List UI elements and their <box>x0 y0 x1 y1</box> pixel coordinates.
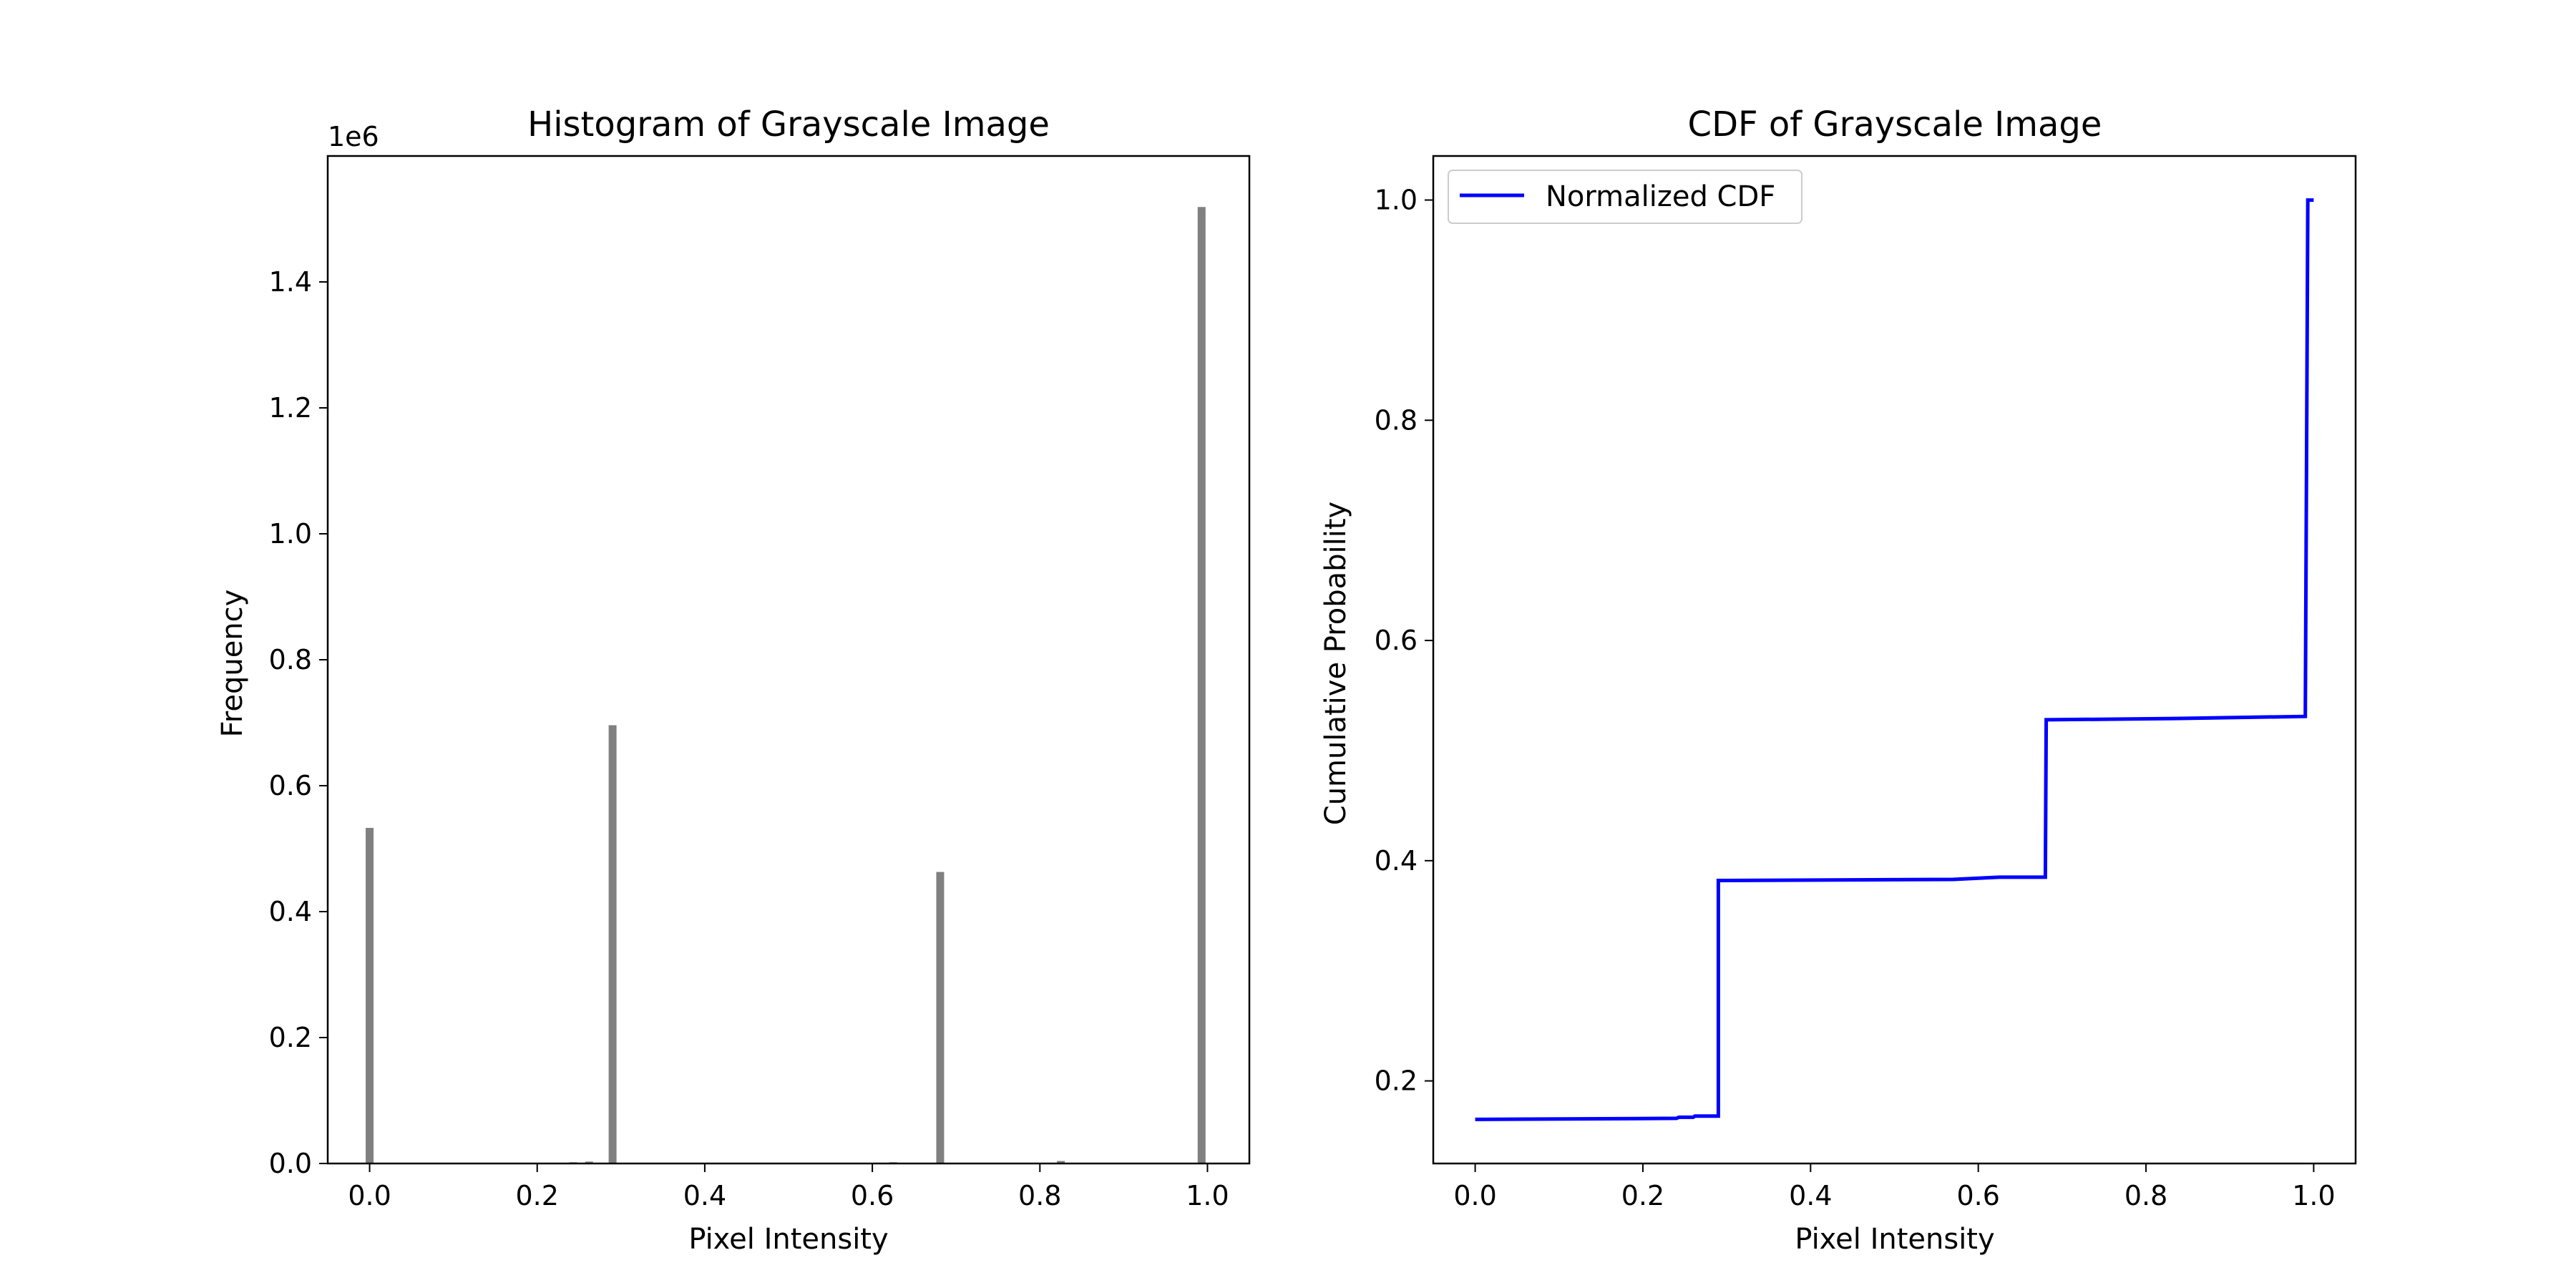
histogram-x-tick-label: 0.6 <box>851 1180 894 1211</box>
cdf-panel: CDF of Grayscale Image Pixel Intensity C… <box>1319 104 2357 1256</box>
cdf-y-tick-label: 0.4 <box>1375 845 1418 877</box>
histogram-y-tick-label: 0.8 <box>269 644 312 675</box>
cdf-x-tick-label: 0.8 <box>2124 1180 2167 1211</box>
cdf-x-tick-label: 0.4 <box>1789 1180 1832 1211</box>
cdf-x-axis-label: Pixel Intensity <box>1795 1223 1994 1256</box>
cdf-series-line <box>1475 198 2314 1121</box>
cdf-x-tick-label: 0.0 <box>1453 1180 1496 1211</box>
cdf-x-tick-label: 0.6 <box>1956 1180 1999 1211</box>
histogram-y-tick-label: 1.4 <box>269 266 312 298</box>
histogram-axes-frame <box>326 155 1251 1165</box>
cdf-plot-area: 0.0 0.2 0.4 0.6 0.8 1.0 0.2 0.4 0.6 0.8 1.0 <box>1375 155 2357 1211</box>
histogram-y-axis-label: Frequency <box>216 590 249 738</box>
histogram-bar <box>1057 1161 1065 1163</box>
histogram-x-tick-label: 0.4 <box>683 1180 726 1211</box>
cdf-x-tick-label: 0.2 <box>1621 1180 1664 1211</box>
cdf-legend-label: Normalized CDF <box>1546 180 1775 213</box>
histogram-x-axis-label: Pixel Intensity <box>688 1223 888 1256</box>
cdf-legend-box <box>1448 170 1802 224</box>
histogram-plot-area: 0.0 0.2 0.4 0.6 0.8 1.0 0.0 0.2 0.4 0.6 0.8 1.0 1.2 1… <box>269 155 1251 1211</box>
histogram-panel: Histogram of Grayscale Image 1e6 Pixel I… <box>216 104 1251 1256</box>
histogram-y-tick-label: 1.2 <box>269 392 312 424</box>
histogram-y-tick-label: 0.4 <box>269 896 312 927</box>
histogram-offset-label: 1e6 <box>328 121 379 152</box>
histogram-y-tick-label: 1.0 <box>269 518 312 550</box>
cdf-axes-frame <box>1432 155 2357 1165</box>
histogram-x-tick-label: 0.0 <box>348 1180 391 1211</box>
histogram-bar <box>585 1161 593 1163</box>
cdf-y-axis-label: Cumulative Probability <box>1319 502 1352 825</box>
cdf-title: CDF of Grayscale Image <box>1688 104 2102 145</box>
histogram-y-tick-label: 0.6 <box>269 770 312 801</box>
cdf-y-tick-label: 0.6 <box>1375 625 1418 656</box>
histogram-bar <box>1197 207 1206 1163</box>
histogram-bar <box>608 725 617 1163</box>
histogram-bar <box>936 872 945 1163</box>
histogram-bar <box>366 827 374 1163</box>
histogram-x-tick-label: 0.8 <box>1018 1180 1061 1211</box>
cdf-x-tick-label: 1.0 <box>2292 1180 2335 1211</box>
cdf-y-tick-label: 0.2 <box>1375 1065 1418 1097</box>
histogram-title: Histogram of Grayscale Image <box>527 104 1050 145</box>
cdf-y-tick-label: 0.8 <box>1375 404 1418 436</box>
cdf-legend: Normalized CDF <box>1448 170 1802 224</box>
histogram-x-tick-label: 0.2 <box>516 1180 559 1211</box>
histogram-x-tick-label: 1.0 <box>1186 1180 1229 1211</box>
histogram-y-tick-label: 0.0 <box>269 1148 312 1179</box>
cdf-y-tick-label: 1.0 <box>1375 185 1418 216</box>
histogram-y-tick-label: 0.2 <box>269 1022 312 1053</box>
